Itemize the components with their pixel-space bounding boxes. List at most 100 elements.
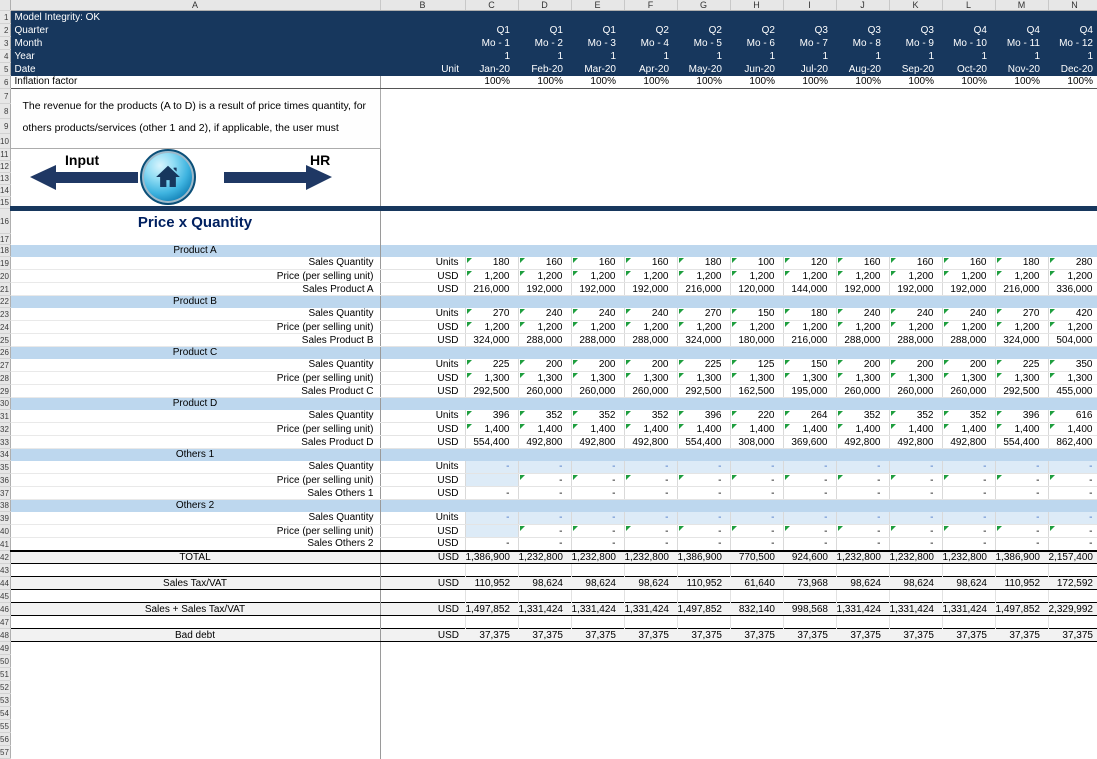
value-cell[interactable]: - [730, 524, 784, 538]
summary-value[interactable]: 37,375 [571, 628, 624, 642]
cell[interactable] [10, 654, 381, 668]
value-cell[interactable]: 160 [942, 256, 996, 270]
row-header[interactable]: 28 [0, 371, 11, 385]
value-cell[interactable]: 292,500 [995, 384, 1049, 398]
cell[interactable] [624, 563, 678, 577]
row-header[interactable]: 32 [0, 422, 11, 436]
value-cell[interactable]: 350 [1048, 358, 1097, 372]
value-cell[interactable]: 225 [995, 358, 1049, 372]
row-header[interactable]: 6 [0, 75, 11, 89]
header-value[interactable]: Q2 [677, 23, 730, 37]
value-cell[interactable]: - [1048, 473, 1097, 487]
value-cell[interactable]: 200 [518, 358, 572, 372]
cell[interactable] [380, 589, 466, 603]
cell[interactable] [10, 732, 381, 746]
value-cell[interactable]: 200 [571, 358, 625, 372]
summary-value[interactable]: 1,386,900 [677, 549, 730, 564]
cell[interactable] [730, 589, 784, 603]
header-value[interactable]: Mo - 9 [889, 36, 942, 50]
value-cell[interactable]: 1,300 [889, 371, 943, 385]
value-cell[interactable]: - [783, 486, 837, 500]
value-cell[interactable]: 492,800 [624, 435, 678, 449]
cell[interactable] [380, 694, 1097, 707]
value-cell[interactable]: - [995, 486, 1049, 500]
select-all-corner[interactable] [0, 0, 11, 11]
value-cell[interactable]: 1,300 [836, 371, 890, 385]
value-cell[interactable]: 240 [889, 307, 943, 321]
value-cell[interactable]: 125 [730, 358, 784, 372]
value-cell[interactable]: - [889, 524, 943, 538]
row-label[interactable]: Sales Others 1 [10, 486, 381, 500]
value-cell[interactable]: - [995, 537, 1049, 551]
column-header-C[interactable]: C [465, 0, 519, 11]
value-cell[interactable]: 324,000 [465, 333, 519, 347]
summary-value[interactable]: 2,157,400 [1048, 549, 1097, 564]
summary-value[interactable]: 98,624 [942, 576, 995, 590]
value-cell[interactable]: 336,000 [1048, 282, 1097, 296]
value-cell[interactable]: 1,400 [1048, 422, 1097, 436]
value-cell[interactable]: 492,800 [942, 435, 996, 449]
value-cell[interactable]: 1,300 [1048, 371, 1097, 385]
value-cell[interactable]: 1,400 [465, 422, 519, 436]
input-cell[interactable]: - [1048, 511, 1097, 525]
summary-value[interactable]: 37,375 [624, 628, 677, 642]
nav-hr-label[interactable]: HR [310, 152, 331, 168]
cell[interactable] [677, 615, 731, 629]
cell[interactable] [571, 615, 625, 629]
row-header[interactable]: 39 [0, 511, 11, 525]
cell[interactable] [836, 589, 890, 603]
input-cell[interactable]: - [465, 511, 519, 525]
summary-value[interactable]: 98,624 [571, 576, 624, 590]
home-icon[interactable] [140, 149, 196, 205]
value-cell[interactable]: 1,200 [942, 320, 996, 334]
cell[interactable] [783, 563, 837, 577]
value-cell[interactable]: 240 [518, 307, 572, 321]
header-label[interactable]: Month [10, 36, 380, 50]
header-value[interactable]: 1 [518, 49, 571, 63]
value-cell[interactable]: - [624, 486, 678, 500]
row-header[interactable]: 53 [0, 693, 11, 707]
cell[interactable] [730, 563, 784, 577]
value-cell[interactable]: 396 [465, 409, 519, 423]
cell[interactable] [10, 719, 381, 733]
value-cell[interactable]: 1,200 [571, 320, 625, 334]
value-cell[interactable]: 1,200 [783, 320, 837, 334]
value-cell[interactable]: 192,000 [942, 282, 996, 296]
header-value[interactable]: 1 [942, 49, 995, 63]
cell[interactable] [518, 589, 572, 603]
summary-value[interactable]: 998,568 [783, 602, 836, 616]
header-value[interactable]: Mo - 11 [995, 36, 1048, 50]
row-header[interactable]: 34 [0, 448, 11, 461]
summary-value[interactable]: 1,386,900 [995, 549, 1048, 564]
value-cell[interactable]: 352 [836, 409, 890, 423]
value-cell[interactable]: 1,400 [571, 422, 625, 436]
inflation-value[interactable]: 100% [624, 75, 677, 89]
value-cell[interactable]: - [942, 537, 996, 551]
value-cell[interactable]: 160 [571, 256, 625, 270]
unit-cell[interactable]: USD [380, 282, 466, 296]
cell[interactable] [10, 745, 381, 759]
cell[interactable] [1048, 589, 1097, 603]
cell[interactable] [10, 233, 381, 245]
row-header[interactable]: 7 [0, 88, 11, 104]
summary-value[interactable]: 832,140 [730, 602, 783, 616]
cell[interactable] [624, 615, 678, 629]
date-header[interactable]: Mar-20 [571, 62, 624, 76]
cell[interactable] [465, 563, 519, 577]
row-label[interactable]: Price (per selling unit) [10, 473, 381, 487]
column-header-M[interactable]: M [995, 0, 1049, 11]
value-cell[interactable]: 1,400 [518, 422, 572, 436]
value-cell[interactable]: 1,200 [518, 269, 572, 283]
header-value[interactable]: 1 [889, 49, 942, 63]
value-cell[interactable]: 216,000 [677, 282, 731, 296]
summary-value[interactable]: 1,232,800 [571, 549, 624, 564]
input-cell[interactable]: - [677, 511, 731, 525]
summary-value[interactable]: 1,386,900 [465, 549, 518, 564]
cell[interactable] [1048, 615, 1097, 629]
value-cell[interactable]: 616 [1048, 409, 1097, 423]
header-value[interactable]: Q3 [889, 23, 942, 37]
value-cell[interactable]: 270 [677, 307, 731, 321]
cell[interactable] [942, 589, 996, 603]
value-cell[interactable]: 1,300 [995, 371, 1049, 385]
value-cell[interactable]: 200 [889, 358, 943, 372]
